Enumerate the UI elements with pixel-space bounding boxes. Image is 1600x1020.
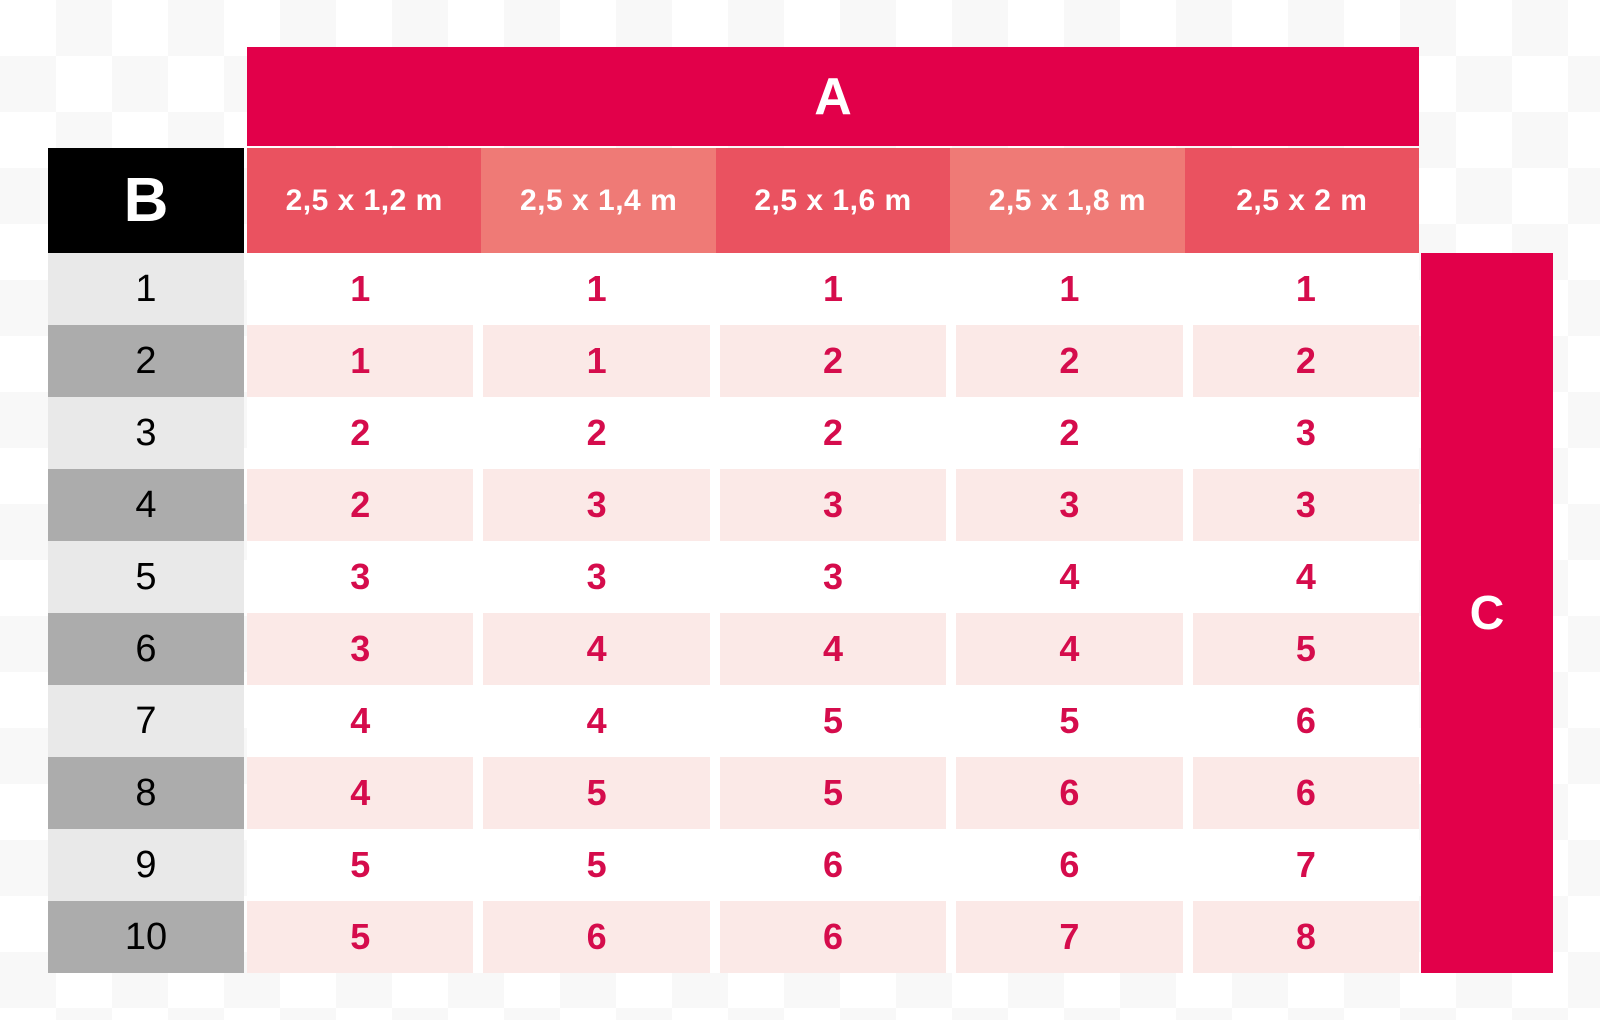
column-header: 2,5 x 1,6 m — [715, 148, 951, 253]
table-row: 7 4 4 5 5 6 — [48, 685, 1420, 757]
table-cell: 1 — [1182, 253, 1420, 325]
column-group-header-a: A — [247, 47, 1419, 146]
table-cell: 4 — [247, 685, 474, 757]
table-cell: 6 — [1182, 757, 1420, 829]
column-header: 2,5 x 2 m — [1184, 148, 1420, 253]
table-cell: 6 — [473, 901, 710, 973]
table-cell: 2 — [247, 397, 474, 469]
row-label: 4 — [48, 469, 244, 541]
table-row: 10 5 6 6 7 8 — [48, 901, 1420, 973]
table-cell: 1 — [247, 325, 474, 397]
table-cell: 3 — [946, 469, 1183, 541]
row-label: 1 — [48, 253, 244, 325]
row-group-header-b: B — [48, 148, 244, 253]
row-label: 5 — [48, 541, 244, 613]
table-cell: 3 — [709, 541, 947, 613]
table-cell: 3 — [473, 541, 710, 613]
table-cell: 3 — [247, 613, 474, 685]
table-body: 1 1 1 1 1 1 2 1 1 2 2 2 3 2 2 2 2 3 4 2 … — [48, 253, 1420, 973]
side-bar-c: C — [1421, 253, 1553, 973]
table-cell: 6 — [946, 829, 1183, 901]
table-cell: 6 — [1182, 685, 1420, 757]
table-cell: 2 — [946, 397, 1183, 469]
table-cell: 5 — [247, 901, 474, 973]
table-cell: 4 — [473, 613, 710, 685]
table-cell: 1 — [709, 253, 947, 325]
table-cell: 7 — [946, 901, 1183, 973]
table-cell: 5 — [946, 685, 1183, 757]
table-cell: 1 — [247, 253, 474, 325]
table-cell: 4 — [946, 613, 1183, 685]
table-row: 8 4 5 5 6 6 — [48, 757, 1420, 829]
table-cell: 4 — [709, 613, 947, 685]
row-label: 3 — [48, 397, 244, 469]
table-cell: 5 — [473, 829, 710, 901]
table-cell: 3 — [709, 469, 947, 541]
table-cell: 5 — [473, 757, 710, 829]
table-cell: 7 — [1182, 829, 1420, 901]
row-label: 2 — [48, 325, 244, 397]
table-row: 9 5 5 6 6 7 — [48, 829, 1420, 901]
table-cell: 3 — [1182, 469, 1420, 541]
table-cell: 1 — [473, 325, 710, 397]
table-cell: 5 — [709, 757, 947, 829]
row-label: 10 — [48, 901, 244, 973]
table-cell: 5 — [1182, 613, 1420, 685]
table-row: 5 3 3 3 4 4 — [48, 541, 1420, 613]
row-label: 8 — [48, 757, 244, 829]
row-group-label-b: B — [123, 166, 169, 235]
table-cell: 1 — [946, 253, 1183, 325]
column-header: 2,5 x 1,4 m — [481, 148, 716, 253]
table-cell: 6 — [709, 901, 947, 973]
table-cell: 2 — [709, 325, 947, 397]
table-cell: 3 — [473, 469, 710, 541]
row-label: 7 — [48, 685, 244, 757]
table-cell: 6 — [709, 829, 947, 901]
table-cell: 5 — [247, 829, 474, 901]
table-row: 3 2 2 2 2 3 — [48, 397, 1420, 469]
table-cell: 4 — [946, 541, 1183, 613]
table-cell: 2 — [247, 469, 474, 541]
table-cell: 4 — [1182, 541, 1420, 613]
column-header-row: 2,5 x 1,2 m 2,5 x 1,4 m 2,5 x 1,6 m 2,5 … — [247, 148, 1420, 253]
table-cell: 3 — [1182, 397, 1420, 469]
table-row: 6 3 4 4 4 5 — [48, 613, 1420, 685]
table-cell: 3 — [247, 541, 474, 613]
side-bar-label-c: C — [1469, 586, 1505, 640]
table-cell: 2 — [473, 397, 710, 469]
table-row: 2 1 1 2 2 2 — [48, 325, 1420, 397]
row-label: 9 — [48, 829, 244, 901]
table-cell: 2 — [709, 397, 947, 469]
column-header: 2,5 x 1,2 m — [247, 148, 482, 253]
row-label: 6 — [48, 613, 244, 685]
table-cell: 5 — [709, 685, 947, 757]
table-row: 4 2 3 3 3 3 — [48, 469, 1420, 541]
column-header: 2,5 x 1,8 m — [950, 148, 1185, 253]
table-cell: 4 — [473, 685, 710, 757]
table-cell: 8 — [1182, 901, 1420, 973]
table-cell: 4 — [247, 757, 474, 829]
table-cell: 1 — [473, 253, 710, 325]
table-row: 1 1 1 1 1 1 — [48, 253, 1420, 325]
column-group-label-a: A — [814, 67, 852, 126]
table-cell: 2 — [946, 325, 1183, 397]
table-cell: 2 — [1182, 325, 1420, 397]
table-cell: 6 — [946, 757, 1183, 829]
